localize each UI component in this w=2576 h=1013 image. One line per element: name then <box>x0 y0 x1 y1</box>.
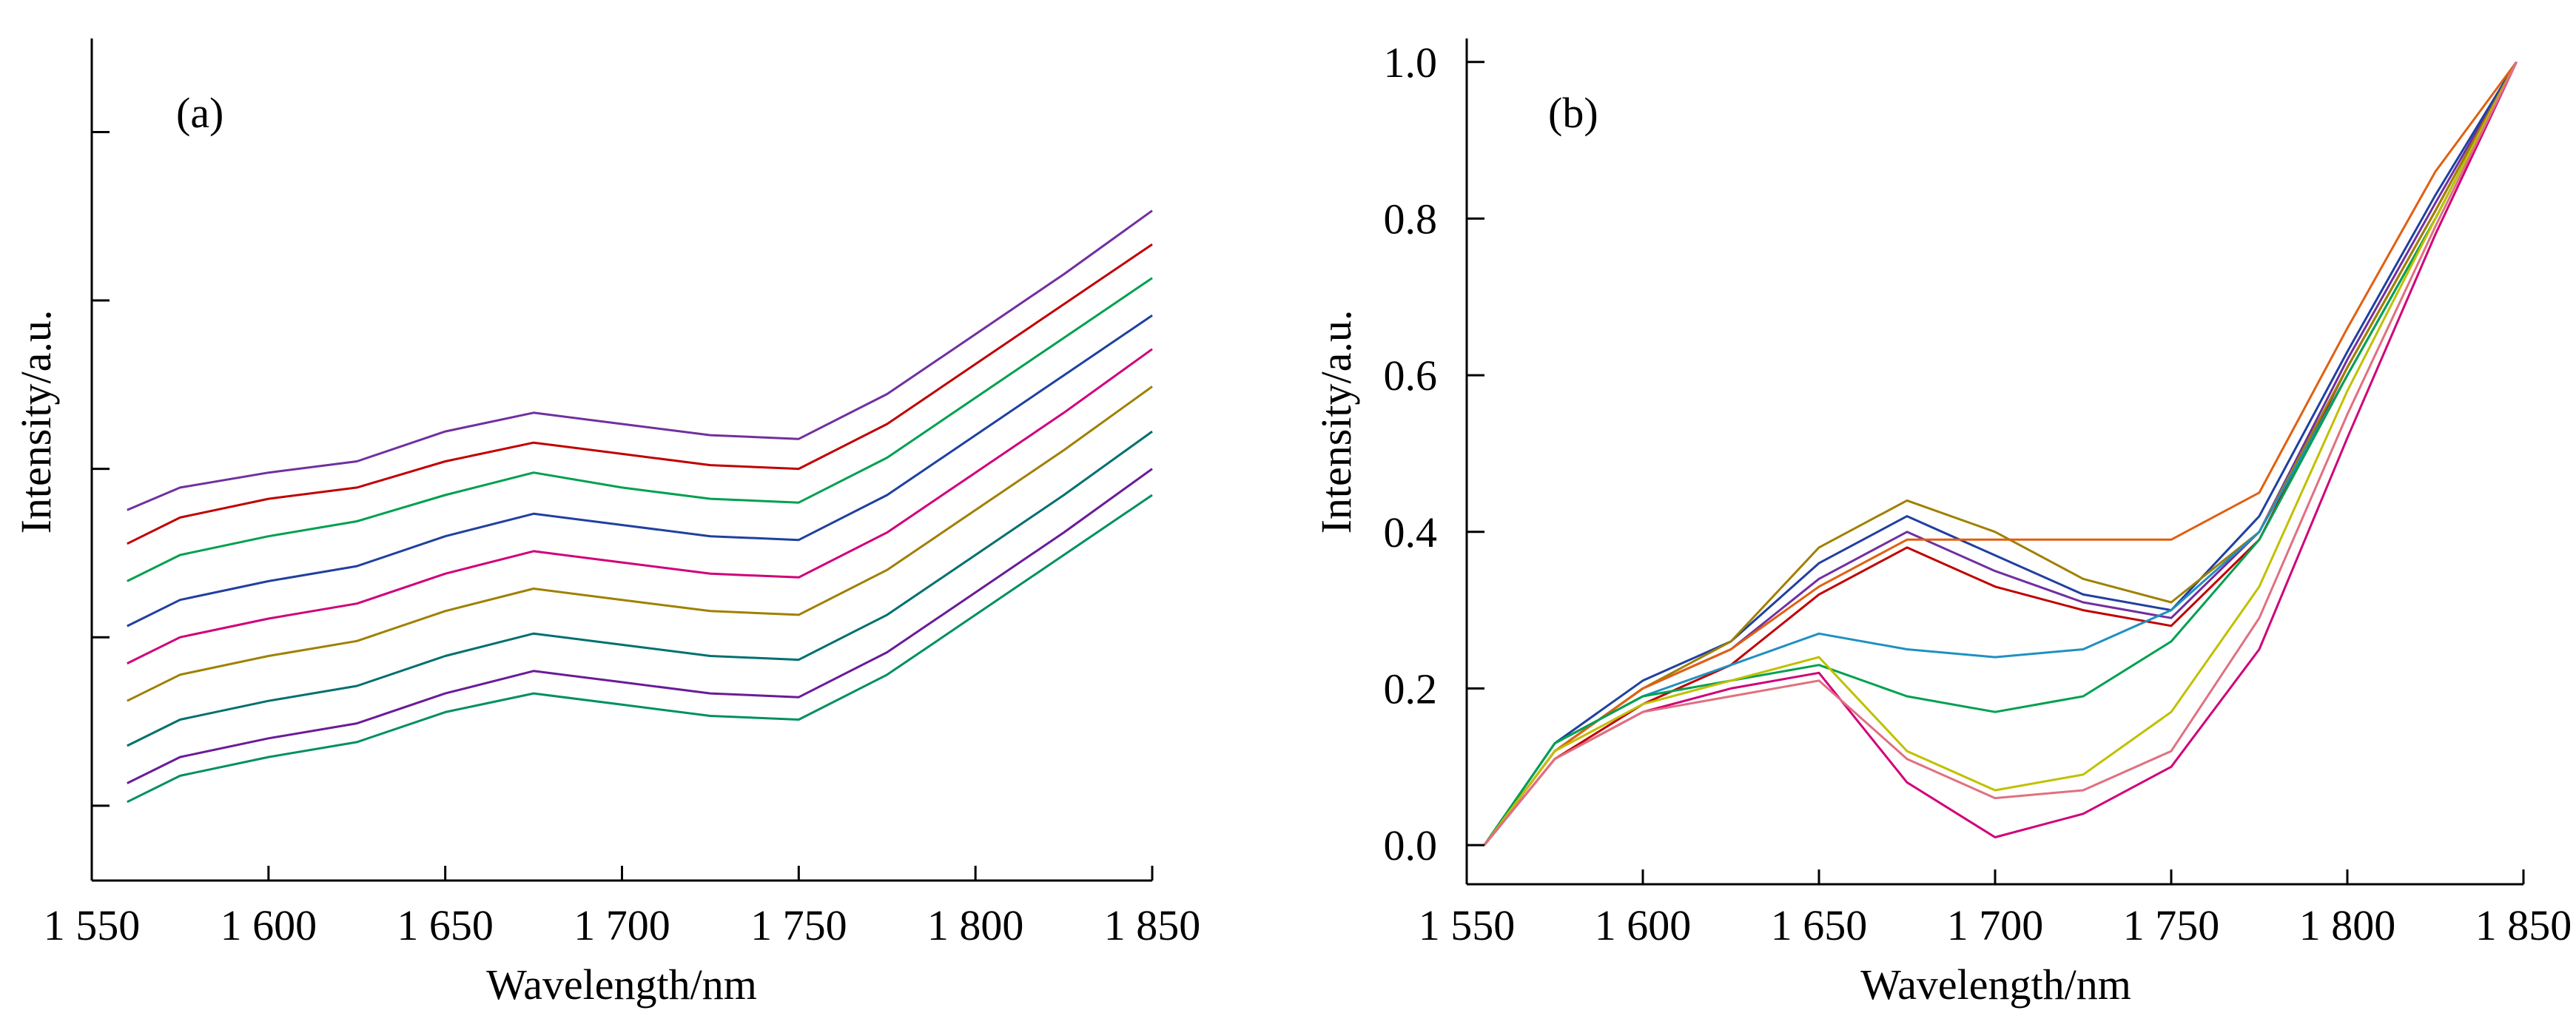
x-tick-label: 1 550 <box>44 901 141 949</box>
series-line <box>1483 61 2518 846</box>
series-line <box>127 314 1153 627</box>
x-ticks-b: 1 550 1 600 1 650 1 700 1 750 1 800 1 850 <box>1419 869 2572 949</box>
chart-panel-a: 1 550 1 600 1 650 1 700 1 750 1 800 1 850 (a) … <box>12 38 1200 1009</box>
x-tick-label: 1 600 <box>1595 901 1692 949</box>
y-tick-label: 0.6 <box>1384 351 1438 400</box>
x-tick-label: 1 650 <box>397 901 494 949</box>
x-tick-label: 1 800 <box>927 901 1024 949</box>
x-tick-label: 1 750 <box>750 901 847 949</box>
series-line <box>127 430 1153 747</box>
x-tick-label: 1 750 <box>2123 901 2220 949</box>
series-line <box>127 243 1153 545</box>
series-line <box>1483 61 2518 847</box>
series-line <box>1483 61 2518 846</box>
y-tick-label: 0.8 <box>1384 195 1438 243</box>
x-axis-label-b: Wavelength/nm <box>1860 960 2131 1009</box>
y-tick-label: 0.4 <box>1384 508 1438 556</box>
series-line <box>1483 61 2518 847</box>
series-line <box>1483 61 2518 846</box>
y-ticks-a <box>92 130 110 807</box>
y-tick-label: 1.0 <box>1384 38 1438 87</box>
y-ticks-b: 0.0 0.2 0.4 0.6 0.8 1.0 <box>1384 38 1484 869</box>
panel-label-b: (b) <box>1548 89 1598 137</box>
series-line <box>127 468 1153 784</box>
x-tick-label: 1 850 <box>1104 901 1201 949</box>
series-line <box>1483 61 2518 846</box>
x-tick-label: 1 700 <box>1947 901 2044 949</box>
x-axis-label-a: Wavelength/nm <box>486 960 757 1009</box>
x-ticks-a: 1 550 1 600 1 650 1 700 1 750 1 800 1 850 <box>44 866 1201 949</box>
x-tick-label: 1 800 <box>2299 901 2396 949</box>
x-tick-label: 1 700 <box>574 901 670 949</box>
y-axis-label-b: Intensity/a.u. <box>1312 310 1360 534</box>
panel-label-a: (a) <box>176 89 223 137</box>
series-line <box>1483 61 2518 846</box>
series-line <box>127 209 1153 511</box>
series-line <box>127 277 1153 582</box>
series-line <box>1483 61 2518 846</box>
series-line <box>127 348 1153 664</box>
x-tick-label: 1 600 <box>221 901 317 949</box>
x-tick-label: 1 650 <box>1771 901 1868 949</box>
chart-panel-b: 0.00.20.40.60.81.0 1 550 1 600 1 650 1 700 1… <box>1312 38 2572 1009</box>
y-tick-label: 0.0 <box>1384 821 1438 869</box>
series-line <box>127 494 1153 804</box>
x-tick-label: 1 850 <box>2475 901 2572 949</box>
x-tick-label: 1 550 <box>1419 901 1516 949</box>
series-line <box>1483 61 2518 846</box>
spectra-lines-a <box>127 209 1153 804</box>
y-tick-label: 0.2 <box>1384 664 1438 713</box>
y-axis-label-a: Intensity/a.u. <box>12 310 60 534</box>
series-line <box>127 386 1153 702</box>
spectra-lines-b <box>1483 61 2518 847</box>
series-line <box>1483 61 2518 847</box>
